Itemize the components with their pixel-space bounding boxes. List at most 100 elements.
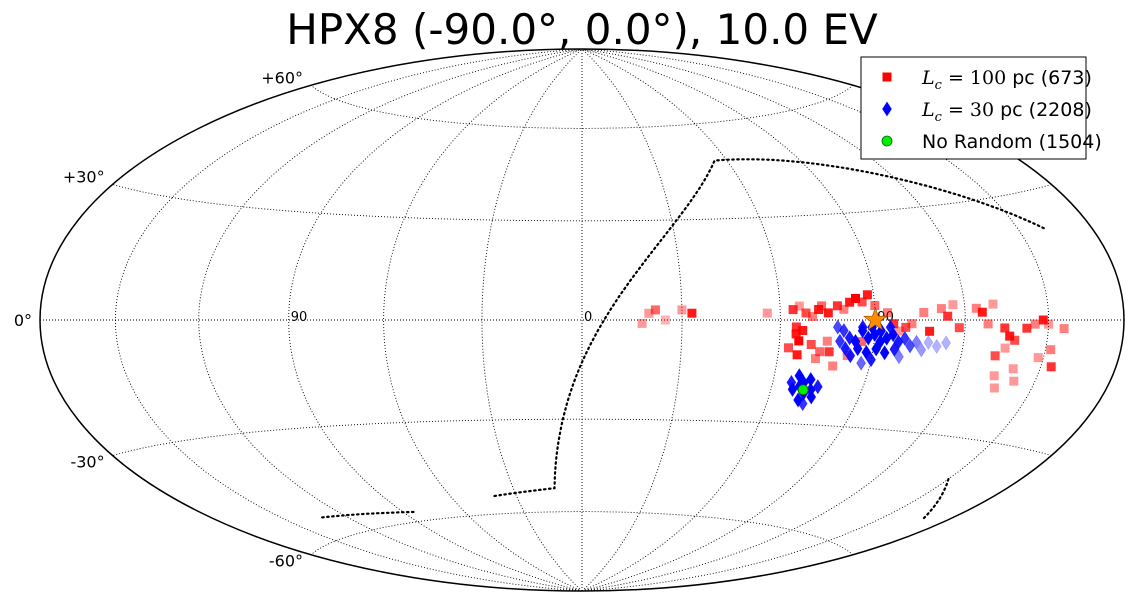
- legend-label: Lc = 30 pc (2208): [921, 99, 1092, 125]
- data-point: [866, 352, 876, 368]
- data-point: [687, 308, 697, 318]
- data-point: [791, 322, 801, 332]
- data-point: [798, 326, 808, 335]
- data-point: [861, 344, 872, 360]
- latitude-labels: +60° +30° 0° -30° -60°: [14, 68, 303, 570]
- lat-tick-label: 0°: [14, 311, 32, 330]
- data-point: [1033, 353, 1043, 363]
- data-point: [895, 326, 904, 336]
- data-point: [1009, 376, 1019, 386]
- data-point: [644, 308, 654, 318]
- data-point: [832, 319, 843, 335]
- meridian-line: [114, 48, 583, 592]
- parallel-line: [310, 84, 854, 129]
- legend-label: Lc = 100 pc (673): [921, 67, 1092, 93]
- lon-tick-label: 0: [584, 310, 592, 325]
- data-point: [1010, 335, 1020, 345]
- data-point: [823, 308, 833, 318]
- data-point: [900, 330, 910, 346]
- data-point: [822, 336, 832, 346]
- data-point: [1005, 331, 1015, 341]
- data-point: [954, 323, 964, 333]
- data-point: [1059, 324, 1069, 334]
- source-star-icon: [863, 307, 888, 331]
- data-point: [881, 135, 893, 147]
- data-point: [1000, 343, 1010, 353]
- data-point: [1008, 364, 1018, 374]
- legend: Lc = 100 pc (673) Lc = 30 pc (2208) No Ran…: [860, 56, 1102, 160]
- data-point: [828, 361, 838, 371]
- data-point: [916, 342, 927, 358]
- data-point: [923, 334, 934, 351]
- data-point: [857, 319, 868, 335]
- data-point: [806, 389, 817, 405]
- data-point: [988, 299, 998, 309]
- data-point: [650, 305, 660, 315]
- data-point: [1022, 323, 1032, 333]
- data-point: [857, 337, 867, 347]
- data-point: [824, 347, 834, 357]
- data-point: [943, 311, 953, 321]
- data-point: [1000, 323, 1010, 333]
- parallel-line: [112, 184, 1052, 222]
- lat-tick-label: +30°: [63, 168, 105, 187]
- lon-tick-label: 90: [291, 310, 308, 325]
- data-point: [894, 349, 904, 365]
- data-point: [879, 345, 890, 361]
- data-point: [856, 355, 866, 371]
- data-point: [870, 301, 880, 310]
- data-point: [787, 381, 798, 397]
- data-point: [882, 101, 892, 117]
- data-point: [863, 330, 874, 346]
- data-point: [814, 305, 824, 314]
- data-point: [851, 294, 860, 303]
- data-point: [812, 379, 823, 395]
- data-point: [948, 300, 958, 310]
- data-point: [977, 307, 987, 317]
- data-point: [1030, 319, 1040, 329]
- meridian-line: [581, 48, 876, 592]
- grid-layer: [40, 48, 1124, 592]
- lat-tick-label: -30°: [70, 453, 104, 472]
- data-point: [983, 319, 993, 329]
- data-point: [788, 305, 798, 315]
- sky-boundary: [39, 48, 1125, 592]
- legend-label: No Random (1504): [922, 131, 1102, 153]
- data-point: [677, 305, 687, 315]
- series-circle: [797, 384, 809, 396]
- data-point: [883, 308, 892, 318]
- data-point: [844, 330, 855, 346]
- data-point: [832, 301, 842, 311]
- chart-title: HPX8 (-90.0°, 0.0°), 10.0 EV: [286, 5, 878, 54]
- data-point: [936, 304, 946, 314]
- data-point: [1038, 315, 1048, 325]
- deflection-curve: [319, 158, 1048, 521]
- data-point: [839, 304, 849, 314]
- legend-box: [860, 56, 1087, 160]
- meridian-line: [383, 48, 583, 592]
- data-point: [791, 329, 801, 339]
- data-point: [801, 308, 811, 318]
- data-point: [907, 319, 917, 329]
- data-point: [797, 384, 809, 396]
- data-point: [784, 343, 793, 353]
- meridian-line: [288, 48, 583, 592]
- data-point: [845, 348, 856, 364]
- data-point: [806, 340, 816, 349]
- data-point: [1046, 345, 1056, 355]
- parallel-line: [310, 511, 854, 556]
- data-point: [797, 396, 808, 412]
- meridian-line: [198, 48, 583, 592]
- data-point: [1046, 362, 1056, 372]
- data-point: [989, 383, 999, 393]
- data-point: [885, 319, 896, 335]
- data-point: [852, 341, 863, 357]
- data-point: [925, 326, 935, 336]
- data-point: [857, 297, 867, 307]
- data-point: [871, 341, 881, 357]
- data-point: [971, 303, 981, 313]
- data-point: [1044, 319, 1054, 329]
- meridian-line: [481, 48, 583, 592]
- data-point: [786, 374, 797, 391]
